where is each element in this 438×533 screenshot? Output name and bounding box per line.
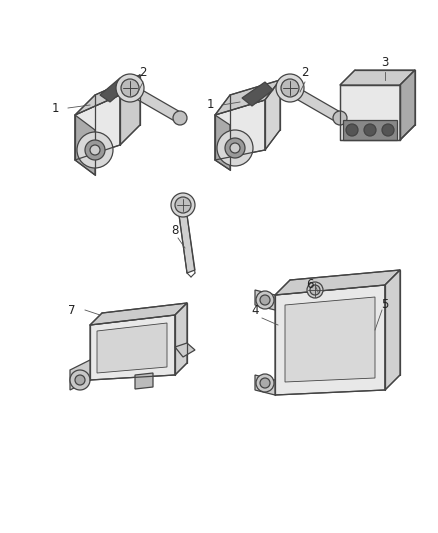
Circle shape bbox=[116, 74, 144, 102]
Polygon shape bbox=[242, 82, 273, 106]
Polygon shape bbox=[215, 100, 265, 160]
Text: 8: 8 bbox=[171, 223, 179, 237]
Circle shape bbox=[260, 378, 270, 388]
Circle shape bbox=[333, 111, 347, 125]
Circle shape bbox=[175, 197, 191, 213]
Polygon shape bbox=[340, 85, 400, 140]
Circle shape bbox=[276, 74, 304, 102]
Polygon shape bbox=[215, 80, 280, 115]
Polygon shape bbox=[70, 360, 90, 390]
Text: 2: 2 bbox=[301, 66, 309, 78]
Text: 3: 3 bbox=[381, 55, 389, 69]
Circle shape bbox=[260, 295, 270, 305]
Circle shape bbox=[256, 291, 274, 309]
Polygon shape bbox=[265, 80, 280, 150]
Polygon shape bbox=[75, 95, 120, 160]
Polygon shape bbox=[275, 285, 385, 395]
Polygon shape bbox=[135, 373, 153, 389]
Polygon shape bbox=[400, 70, 415, 140]
Circle shape bbox=[382, 124, 394, 136]
Polygon shape bbox=[385, 270, 400, 390]
Polygon shape bbox=[100, 78, 130, 102]
Polygon shape bbox=[126, 83, 182, 123]
Polygon shape bbox=[97, 323, 167, 373]
Polygon shape bbox=[255, 375, 275, 395]
Text: 6: 6 bbox=[306, 279, 314, 292]
Polygon shape bbox=[120, 75, 140, 145]
Polygon shape bbox=[75, 75, 140, 115]
Circle shape bbox=[364, 124, 376, 136]
Circle shape bbox=[171, 193, 195, 217]
Circle shape bbox=[346, 124, 358, 136]
Circle shape bbox=[75, 375, 85, 385]
Circle shape bbox=[256, 374, 274, 392]
Polygon shape bbox=[285, 297, 375, 382]
Circle shape bbox=[121, 79, 139, 97]
Polygon shape bbox=[286, 83, 342, 123]
Circle shape bbox=[90, 145, 100, 155]
Polygon shape bbox=[75, 115, 95, 175]
Text: 4: 4 bbox=[251, 303, 259, 317]
Text: 1: 1 bbox=[51, 101, 59, 115]
Polygon shape bbox=[175, 303, 187, 375]
Polygon shape bbox=[343, 120, 397, 140]
Polygon shape bbox=[255, 290, 275, 310]
Circle shape bbox=[77, 132, 113, 168]
Polygon shape bbox=[275, 270, 400, 295]
Circle shape bbox=[230, 143, 240, 153]
Circle shape bbox=[307, 282, 323, 298]
Circle shape bbox=[281, 79, 299, 97]
Circle shape bbox=[310, 285, 320, 295]
Polygon shape bbox=[90, 303, 187, 325]
Circle shape bbox=[217, 130, 253, 166]
Text: 2: 2 bbox=[139, 66, 147, 78]
Polygon shape bbox=[179, 215, 195, 273]
Text: 5: 5 bbox=[381, 298, 389, 311]
Circle shape bbox=[70, 370, 90, 390]
Polygon shape bbox=[215, 115, 230, 170]
Polygon shape bbox=[175, 343, 195, 357]
Polygon shape bbox=[90, 315, 175, 380]
Circle shape bbox=[173, 111, 187, 125]
Text: 1: 1 bbox=[206, 99, 214, 111]
Polygon shape bbox=[340, 70, 415, 85]
Circle shape bbox=[85, 140, 105, 160]
Text: 7: 7 bbox=[68, 303, 76, 317]
Circle shape bbox=[225, 138, 245, 158]
